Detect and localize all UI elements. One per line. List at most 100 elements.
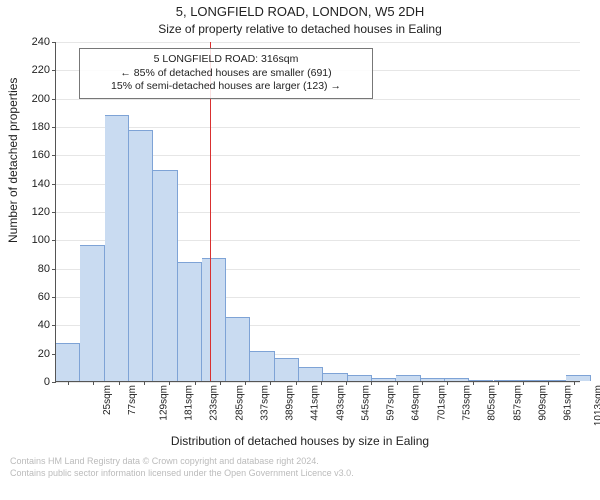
ytick-label: 60 xyxy=(38,291,50,303)
ytick-label: 140 xyxy=(32,178,50,190)
xtick-label: 441sqm xyxy=(310,385,321,421)
ytick-mark xyxy=(52,212,56,213)
ytick-label: 120 xyxy=(32,206,50,218)
ytick-label: 240 xyxy=(32,36,50,48)
ytick-label: 40 xyxy=(38,319,50,331)
ytick-mark xyxy=(52,325,56,326)
annotation-line: ← 85% of detached houses are smaller (69… xyxy=(88,67,364,81)
xtick-label: 753sqm xyxy=(462,385,473,421)
xtick-label: 493sqm xyxy=(335,385,346,421)
attribution-footer: Contains HM Land Registry data © Crown c… xyxy=(0,456,600,479)
xtick-mark xyxy=(296,381,297,385)
histogram-bar xyxy=(542,380,566,381)
footer-line-1: Contains HM Land Registry data © Crown c… xyxy=(10,456,600,468)
xtick-label: 233sqm xyxy=(209,385,220,421)
xtick-label: 181sqm xyxy=(184,385,195,421)
xtick-label: 909sqm xyxy=(537,385,548,421)
xtick-mark xyxy=(473,381,474,385)
y-axis-label: Number of detached properties xyxy=(6,78,20,243)
ytick-mark xyxy=(52,127,56,128)
histogram-bar xyxy=(129,130,153,381)
ytick-label: 100 xyxy=(32,234,50,246)
xtick-mark xyxy=(523,381,524,385)
ytick-mark xyxy=(52,184,56,185)
ytick-label: 200 xyxy=(32,93,50,105)
ytick-label: 80 xyxy=(38,263,50,275)
ytick-mark xyxy=(52,297,56,298)
xtick-label: 25sqm xyxy=(102,385,113,415)
annotation-line: 5 LONGFIELD ROAD: 316sqm xyxy=(88,53,364,67)
xtick-label: 961sqm xyxy=(563,385,574,421)
histogram-bar xyxy=(299,367,323,381)
ytick-label: 20 xyxy=(38,348,50,360)
xtick-mark xyxy=(346,381,347,385)
ytick-mark xyxy=(52,70,56,71)
xtick-mark xyxy=(93,381,94,385)
xtick-label: 129sqm xyxy=(158,385,169,421)
property-annotation: 5 LONGFIELD ROAD: 316sqm← 85% of detache… xyxy=(79,48,373,99)
xtick-label: 285sqm xyxy=(234,385,245,421)
xtick-label: 77sqm xyxy=(127,385,138,415)
xtick-mark xyxy=(498,381,499,385)
histogram-bar xyxy=(445,378,469,381)
histogram-bar xyxy=(372,378,396,381)
ytick-label: 220 xyxy=(32,64,50,76)
xtick-mark xyxy=(397,381,398,385)
histogram-bar xyxy=(105,115,129,381)
ytick-mark xyxy=(52,240,56,241)
histogram-bar xyxy=(323,373,347,382)
xtick-mark xyxy=(119,381,120,385)
histogram-bar xyxy=(348,375,372,381)
ytick-mark xyxy=(52,42,56,43)
histogram-bar xyxy=(56,343,80,381)
histogram-bar xyxy=(202,258,226,381)
ytick-label: 180 xyxy=(32,121,50,133)
chart-title: 5, LONGFIELD ROAD, LONDON, W5 2DH xyxy=(0,4,600,19)
gridline-y xyxy=(56,382,580,383)
xtick-mark xyxy=(169,381,170,385)
chart-subtitle: Size of property relative to detached ho… xyxy=(0,22,600,36)
xtick-label: 337sqm xyxy=(259,385,270,421)
xtick-mark xyxy=(321,381,322,385)
ytick-mark xyxy=(52,382,56,383)
annotation-line: 15% of semi-detached houses are larger (… xyxy=(88,80,364,94)
ytick-mark xyxy=(52,99,56,100)
histogram-bar xyxy=(566,375,590,381)
xtick-label: 805sqm xyxy=(487,385,498,421)
xtick-mark xyxy=(195,381,196,385)
histogram-bar xyxy=(250,351,274,381)
xtick-mark xyxy=(68,381,69,385)
gridline-y xyxy=(56,127,580,128)
xtick-mark xyxy=(144,381,145,385)
xtick-mark xyxy=(245,381,246,385)
histogram-bar xyxy=(396,375,420,381)
x-axis-label: Distribution of detached houses by size … xyxy=(0,434,600,448)
histogram-bar xyxy=(275,358,299,381)
histogram-bar xyxy=(421,378,445,381)
xtick-mark xyxy=(371,381,372,385)
xtick-mark xyxy=(574,381,575,385)
xtick-label: 597sqm xyxy=(386,385,397,421)
xtick-label: 649sqm xyxy=(411,385,422,421)
xtick-label: 389sqm xyxy=(285,385,296,421)
histogram-bar xyxy=(518,380,542,381)
xtick-label: 545sqm xyxy=(361,385,372,421)
xtick-mark xyxy=(270,381,271,385)
xtick-label: 857sqm xyxy=(512,385,523,421)
ytick-label: 0 xyxy=(44,376,50,388)
xtick-mark xyxy=(447,381,448,385)
chart-container: 5, LONGFIELD ROAD, LONDON, W5 2DH Size o… xyxy=(0,0,600,500)
histogram-bar xyxy=(80,245,104,381)
ytick-label: 160 xyxy=(32,149,50,161)
xtick-label: 701sqm xyxy=(436,385,447,421)
xtick-mark xyxy=(548,381,549,385)
xtick-label: 1013sqm xyxy=(594,385,600,426)
gridline-y xyxy=(56,42,580,43)
xtick-mark xyxy=(422,381,423,385)
histogram-bar xyxy=(153,170,177,381)
xtick-mark xyxy=(220,381,221,385)
ytick-mark xyxy=(52,155,56,156)
ytick-mark xyxy=(52,269,56,270)
footer-line-2: Contains public sector information licen… xyxy=(10,468,600,480)
histogram-bar xyxy=(226,317,250,381)
